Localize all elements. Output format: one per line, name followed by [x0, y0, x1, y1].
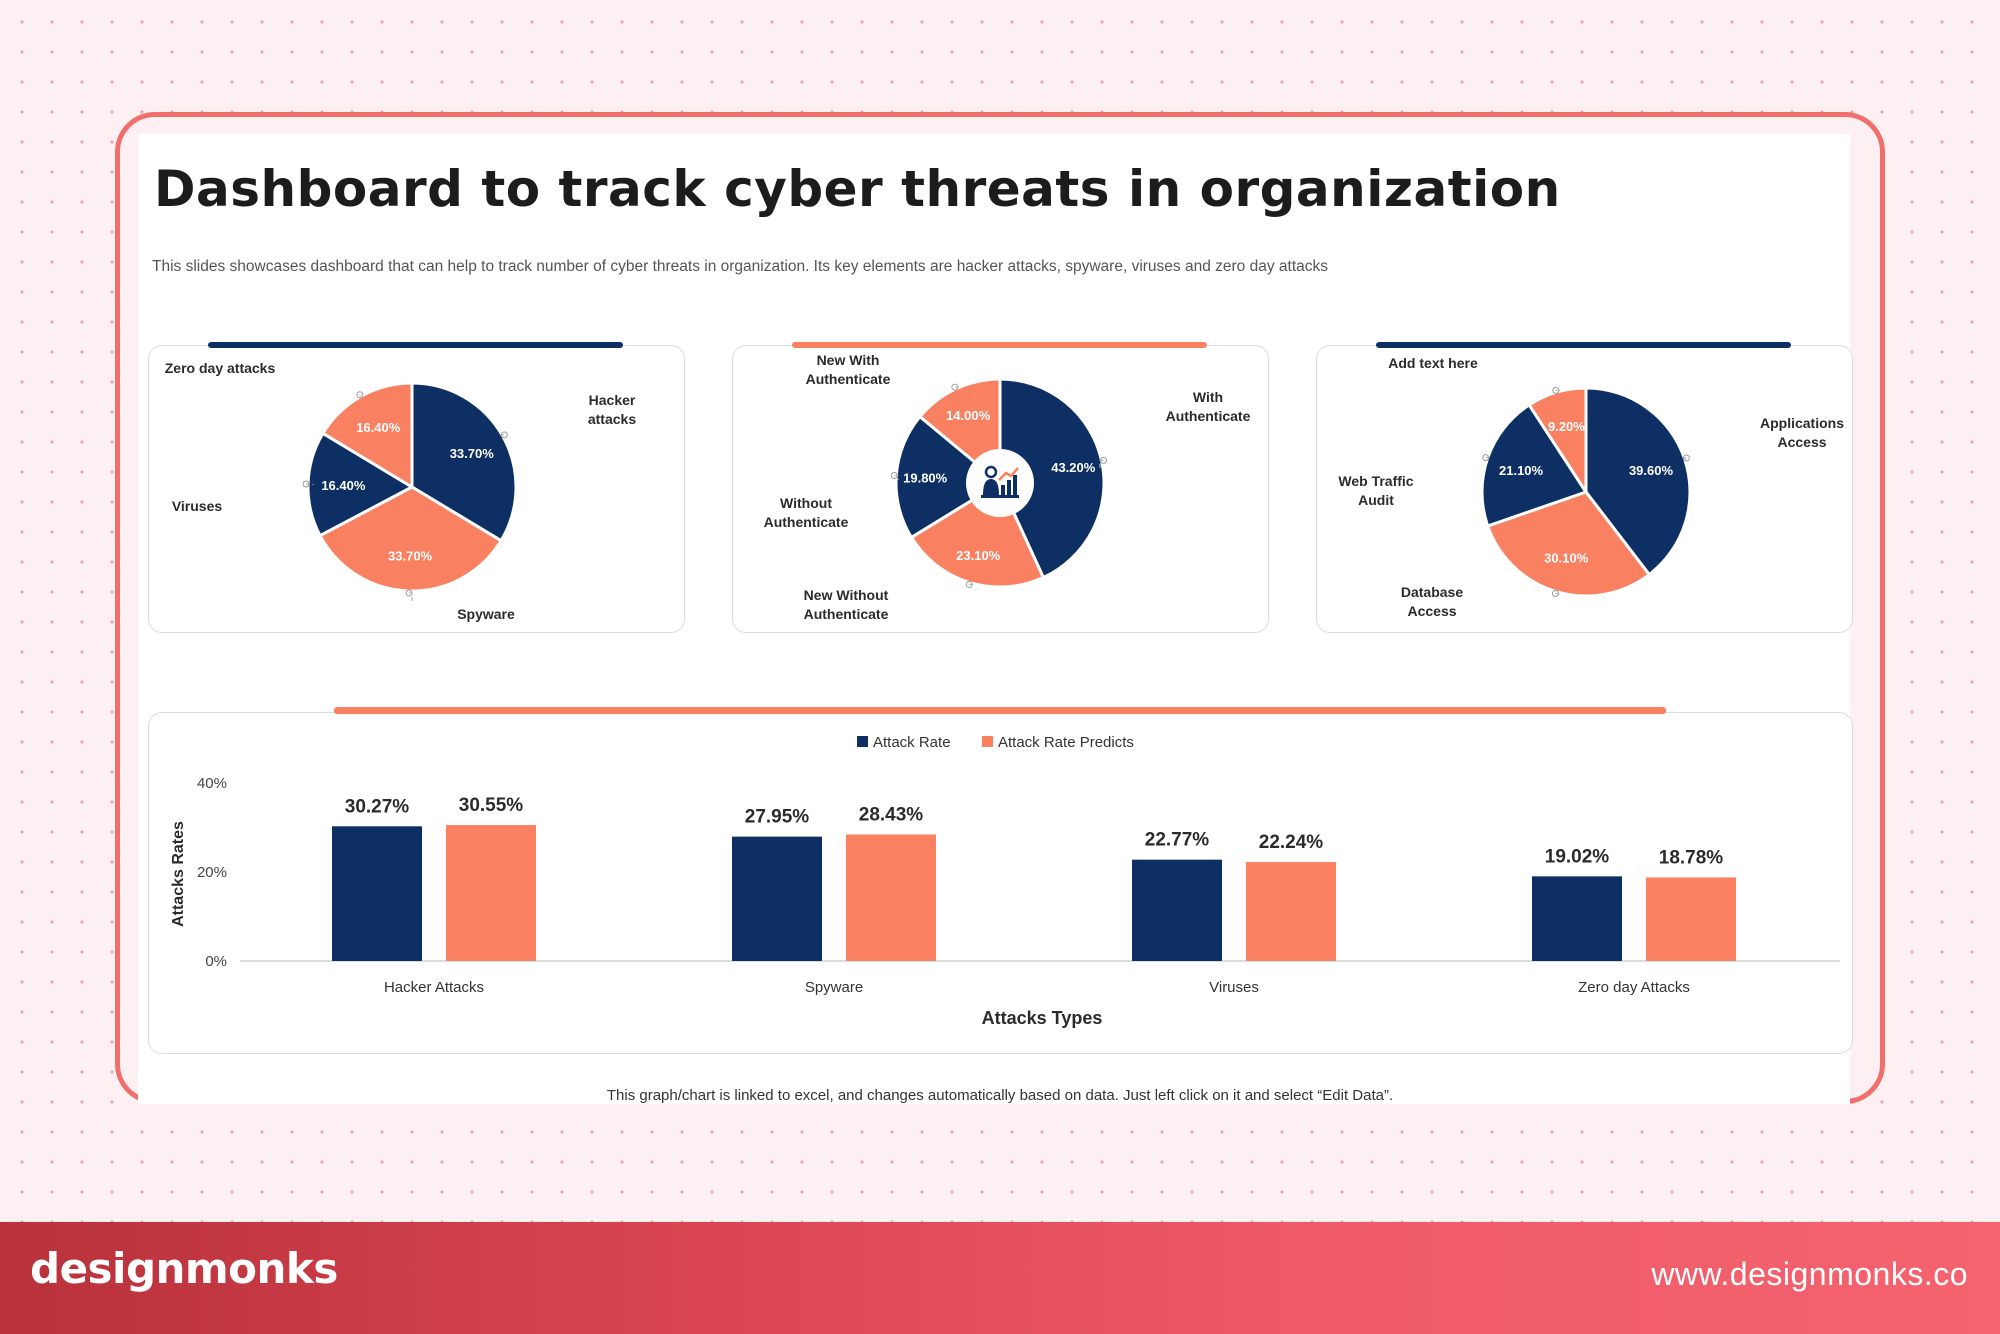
pie-data-label: 16.40%	[321, 478, 366, 493]
pie-card-accent-bar	[1376, 342, 1791, 348]
leader-line	[969, 583, 973, 588]
leader-line	[306, 483, 314, 485]
brand-footer-bar: designmonks www.designmonks.co	[0, 1222, 2000, 1334]
pie-data-label: 39.60%	[1629, 463, 1674, 478]
bar	[1246, 862, 1336, 961]
leader-line	[954, 386, 959, 390]
leader-line	[1485, 456, 1489, 459]
pie-data-label: 21.10%	[1499, 463, 1544, 478]
pie-card-accent-bar	[792, 342, 1207, 348]
legend-swatch	[982, 736, 993, 747]
leader-line	[894, 474, 899, 480]
pie-category-label: Applications Access	[1760, 415, 1844, 450]
legend-item: Attack Rate	[873, 734, 951, 751]
pie-category-label: Viruses	[172, 498, 223, 514]
website-link[interactable]: www.designmonks.co	[1651, 1256, 1968, 1292]
bar-data-label: 30.27%	[345, 796, 410, 817]
pie-data-label: 30.10%	[1544, 551, 1589, 566]
x-tick-label: Hacker Attacks	[384, 979, 484, 996]
y-axis-label: Attacks Rates	[170, 821, 187, 927]
pie-category-label: New With Authenticate	[806, 352, 891, 387]
x-tick-label: Spyware	[805, 979, 863, 996]
pie-data-label: 9.20%	[1548, 419, 1585, 434]
pie-data-label: 33.70%	[450, 446, 495, 461]
pie-data-label: 16.40%	[356, 420, 401, 435]
y-tick-label: 40%	[197, 775, 227, 792]
chart-footnote: This graph/chart is linked to excel, and…	[606, 1087, 1394, 1104]
leader-line	[409, 592, 413, 604]
pie-data-label: 43.20%	[1051, 460, 1096, 475]
designmonks-logo[interactable]: designmonks	[30, 1244, 338, 1293]
leader-line	[1555, 389, 1561, 392]
legend-item: Attack Rate Predicts	[998, 734, 1134, 751]
x-tick-label: Zero day Attacks	[1578, 979, 1690, 996]
leader-line	[1099, 459, 1104, 470]
pie-category-label: Add text here	[1388, 355, 1478, 371]
pie-category-label: With Authenticate	[1166, 389, 1251, 424]
bar	[1132, 859, 1222, 961]
pie-category-label: New Without Authenticate	[804, 587, 889, 622]
x-tick-label: Viruses	[1209, 979, 1259, 996]
bar	[846, 834, 936, 961]
bar	[1646, 877, 1736, 961]
leader-line	[1684, 457, 1687, 461]
bar	[332, 826, 422, 961]
pie-category-label: Web Traffic Audit	[1338, 473, 1413, 508]
pie-data-label: 14.00%	[946, 408, 991, 423]
pie-data-label: 19.80%	[903, 471, 948, 486]
page-title: Dashboard to track cyber threats in orga…	[154, 160, 1561, 218]
pie-data-label: 23.10%	[956, 548, 1001, 563]
page-subtitle: This slides showcases dashboard that can…	[152, 258, 1328, 275]
pie-category-label: Hacker attacks	[588, 392, 636, 427]
pie-category-label: Database Access	[1401, 584, 1463, 619]
bar	[1532, 876, 1622, 961]
y-tick-label: 20%	[197, 864, 227, 881]
bar	[446, 825, 536, 961]
person-chart-icon	[981, 465, 1019, 498]
bar-data-label: 28.43%	[859, 804, 924, 825]
bar	[732, 836, 822, 961]
bar-data-label: 22.77%	[1145, 830, 1210, 851]
bar-data-label: 30.55%	[459, 795, 524, 816]
pie-category-label: Zero day attacks	[165, 360, 276, 376]
pie-card-accent-bar	[208, 342, 623, 348]
leader-line	[499, 434, 505, 437]
donut-hole	[966, 449, 1034, 517]
pie-category-label: Spyware	[457, 606, 515, 622]
bar-data-label: 27.95%	[745, 807, 810, 828]
leader-line	[1555, 592, 1561, 596]
y-tick-label: 0%	[205, 953, 227, 970]
pie-data-label: 33.70%	[388, 549, 433, 564]
legend-swatch	[857, 736, 868, 747]
x-axis-label: Attacks Types	[982, 1008, 1103, 1028]
pie-category-label: Without Authenticate	[764, 495, 849, 530]
bar-data-label: 18.78%	[1659, 847, 1724, 868]
bar-data-label: 19.02%	[1545, 846, 1610, 867]
bar-card-accent-bar	[334, 707, 1666, 714]
bar-data-label: 22.24%	[1259, 832, 1324, 853]
